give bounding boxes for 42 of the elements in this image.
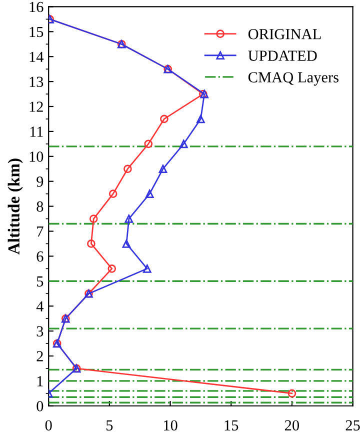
- y-tick-label: 9: [36, 176, 44, 187]
- x-tick-label: 15: [224, 420, 238, 431]
- point: [124, 164, 132, 174]
- point: [124, 214, 134, 223]
- y-tick-label: 7: [37, 226, 44, 237]
- legend-label: UPDATED: [248, 50, 317, 61]
- point: [288, 389, 296, 398]
- y-axis-title: Altitude (km): [8, 158, 23, 254]
- point: [180, 140, 188, 148]
- y-tick-label: 8: [36, 201, 44, 212]
- y-tick-label: 2: [36, 351, 43, 362]
- y-tick-label: 5: [36, 276, 44, 287]
- point: [87, 240, 96, 248]
- x-tick-label: 10: [164, 420, 178, 431]
- point: [196, 114, 205, 124]
- y-tick-label: 1: [37, 376, 43, 386]
- legend-label: ORIGINAL: [248, 29, 321, 40]
- point: [145, 190, 154, 198]
- point: [142, 264, 152, 273]
- y-tick-label: 13: [30, 76, 44, 87]
- point: [108, 264, 116, 273]
- y-tick-label: 4: [36, 301, 44, 312]
- y-tick-label: 6: [36, 251, 44, 262]
- y-tick-label: 15: [30, 26, 44, 38]
- x-tick-label: 20: [284, 420, 300, 431]
- point: [108, 190, 118, 198]
- y-tick-label: 11: [30, 126, 43, 137]
- y-tick-label: 12: [30, 102, 43, 112]
- legend-label: CMAQ Layers: [248, 72, 338, 86]
- x-tick-label: 0: [45, 420, 52, 431]
- point: [144, 140, 153, 148]
- point: [160, 114, 168, 124]
- point: [89, 214, 98, 223]
- y-tick-label: 0: [36, 401, 44, 412]
- point: [122, 240, 131, 248]
- y-tick-label: 3: [36, 326, 44, 336]
- x-tick-label: 25: [346, 420, 360, 431]
- y-tick-label: 14: [30, 52, 44, 62]
- x-tick-label: 5: [106, 420, 113, 431]
- y-tick-label: 10: [30, 152, 44, 162]
- y-tick-label: 16: [30, 2, 44, 12]
- point: [158, 164, 168, 174]
